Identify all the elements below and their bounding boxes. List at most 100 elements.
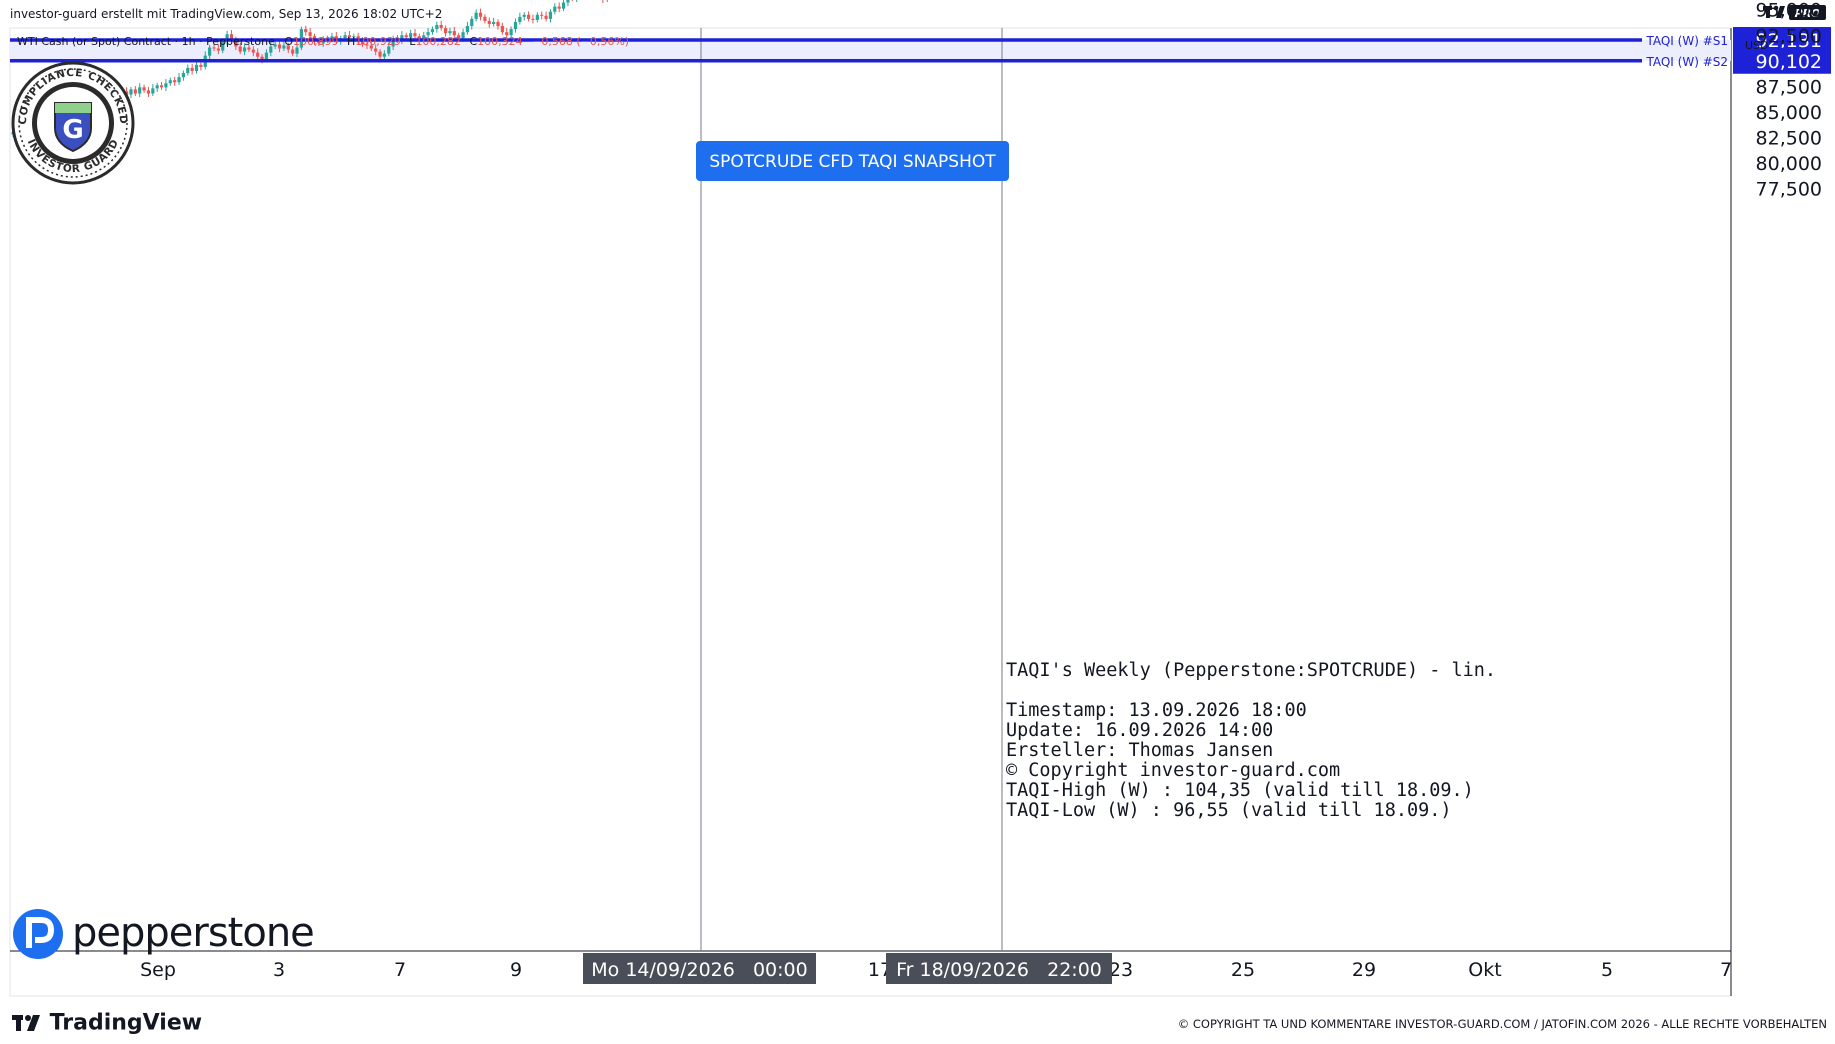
candle-body bbox=[190, 67, 194, 71]
candle-body bbox=[317, 41, 321, 44]
marker-date-box bbox=[583, 953, 816, 984]
price-tick-label: 87,500 bbox=[1756, 76, 1822, 98]
candle-body bbox=[531, 18, 535, 20]
candle-body bbox=[208, 47, 212, 56]
marker-date-box bbox=[886, 953, 1112, 984]
candle-body bbox=[374, 48, 378, 52]
candle-body bbox=[426, 32, 430, 36]
candle-body bbox=[483, 16, 487, 21]
candle-body bbox=[391, 38, 395, 47]
legend-low: 100,282 bbox=[415, 35, 461, 48]
note-line: Ersteller: Thomas Jansen bbox=[1006, 740, 1274, 761]
candle-body bbox=[159, 85, 164, 88]
candle-body bbox=[561, 2, 566, 9]
candle-body bbox=[173, 80, 177, 83]
candle-body bbox=[540, 14, 544, 16]
vertical-marker-lines bbox=[700, 28, 1003, 951]
candle-body bbox=[146, 90, 151, 94]
note-line: TAQI-Low (W) : 96,55 (valid till 18.09.) bbox=[1006, 800, 1452, 821]
candle-body bbox=[212, 47, 216, 49]
candle-body bbox=[544, 15, 548, 19]
shield-icon bbox=[54, 102, 92, 153]
candle-body bbox=[216, 48, 220, 51]
candle-body bbox=[286, 45, 290, 50]
candle-body bbox=[264, 52, 269, 60]
candle-body bbox=[181, 73, 186, 78]
candle-body bbox=[548, 11, 553, 19]
candle-body bbox=[151, 88, 155, 94]
candle-body bbox=[269, 46, 273, 53]
price-tick-label: 82,500 bbox=[1756, 127, 1822, 149]
candle-body bbox=[566, 0, 570, 3]
candle-body bbox=[509, 29, 513, 36]
note-line: Timestamp: 13.09.2026 18:00 bbox=[1006, 700, 1307, 721]
snapshot-badge: SPOTCRUDE CFD TAQI SNAPSHOT bbox=[696, 141, 1009, 181]
marker-date-label: Mo 14/09/2026 00:00 bbox=[591, 959, 807, 981]
candle-body bbox=[553, 6, 557, 12]
note-line: © Copyright investor-guard.com bbox=[1006, 760, 1341, 781]
price-axis-labels: 117,500115,000112,500110,000107,500105,0… bbox=[1756, 0, 1822, 201]
candle-body bbox=[365, 44, 369, 46]
candle-body bbox=[256, 52, 260, 57]
candle-body bbox=[238, 46, 242, 52]
legend-c-label: C bbox=[469, 35, 477, 48]
candle-body bbox=[177, 77, 181, 83]
candle-body bbox=[465, 26, 470, 33]
legend-change: −0,568 (−0,56%) bbox=[532, 35, 629, 48]
candle-body bbox=[526, 14, 531, 19]
candle-body bbox=[474, 12, 478, 19]
candle-body bbox=[155, 85, 159, 89]
candle-body bbox=[133, 89, 137, 94]
time-tick-label: 3 bbox=[273, 959, 285, 981]
candle-body bbox=[417, 36, 421, 40]
candle-body bbox=[221, 41, 225, 51]
legend-o-label: O bbox=[284, 35, 293, 48]
candle-body bbox=[273, 44, 277, 47]
candle-body bbox=[347, 35, 352, 38]
candle-body bbox=[360, 41, 365, 45]
candle-body bbox=[400, 35, 404, 41]
candle-body bbox=[443, 28, 448, 34]
time-tick-label: 25 bbox=[1231, 959, 1255, 981]
candle-body bbox=[409, 33, 413, 38]
marker-date-label: Fr 18/09/2026 22:00 bbox=[896, 959, 1102, 981]
snapshot-badge-text: SPOTCRUDE CFD TAQI SNAPSHOT bbox=[709, 152, 996, 172]
candle-body bbox=[487, 20, 491, 24]
candle-body bbox=[448, 31, 452, 34]
price-tick-label: 80,000 bbox=[1756, 153, 1822, 175]
currency-label: USD bbox=[1745, 39, 1769, 52]
candle-body bbox=[168, 80, 172, 84]
candle-body bbox=[277, 44, 282, 49]
time-tick-label: Sep bbox=[140, 959, 176, 981]
candle-body bbox=[492, 21, 496, 24]
legend-h-label: H bbox=[347, 35, 355, 48]
tradingview-pro-badge: PRO bbox=[1763, 4, 1827, 26]
candle-body bbox=[308, 32, 312, 37]
time-tick-label: 7 bbox=[394, 959, 406, 981]
pepperstone-mark-icon bbox=[13, 909, 63, 959]
level-name: TAQI (W) #S2 bbox=[1645, 55, 1728, 69]
candle-body bbox=[129, 89, 133, 95]
candle-body bbox=[439, 25, 443, 29]
candle-body bbox=[435, 25, 439, 30]
candle-body bbox=[234, 39, 238, 47]
candle-body bbox=[382, 53, 387, 57]
candle-body bbox=[500, 26, 504, 33]
chart-caption: investor-guard erstellt mit TradingView.… bbox=[10, 7, 443, 21]
chart-pane-frame bbox=[9, 27, 1732, 997]
legend-high: 100,929 bbox=[355, 35, 401, 48]
seal-letter: G bbox=[62, 115, 83, 145]
note-line: TAQI-High (W) : 104,35 (valid till 18.09… bbox=[1006, 780, 1474, 801]
pepperstone-wordmark: pepperstone bbox=[72, 910, 314, 956]
candle-body bbox=[295, 47, 299, 54]
candle-body bbox=[260, 56, 264, 60]
candle-body bbox=[470, 18, 474, 27]
symbol-legend: WTI Cash (or Spot) Contract · 1h · Peppe… bbox=[17, 35, 629, 48]
tradingview-brand: TradingView bbox=[12, 1010, 202, 1036]
candle-body bbox=[513, 21, 518, 30]
candle-body bbox=[142, 87, 146, 91]
candle-body bbox=[378, 51, 382, 57]
price-tick-label: 77,500 bbox=[1756, 179, 1822, 201]
legend-close: 100,324 bbox=[477, 35, 523, 48]
